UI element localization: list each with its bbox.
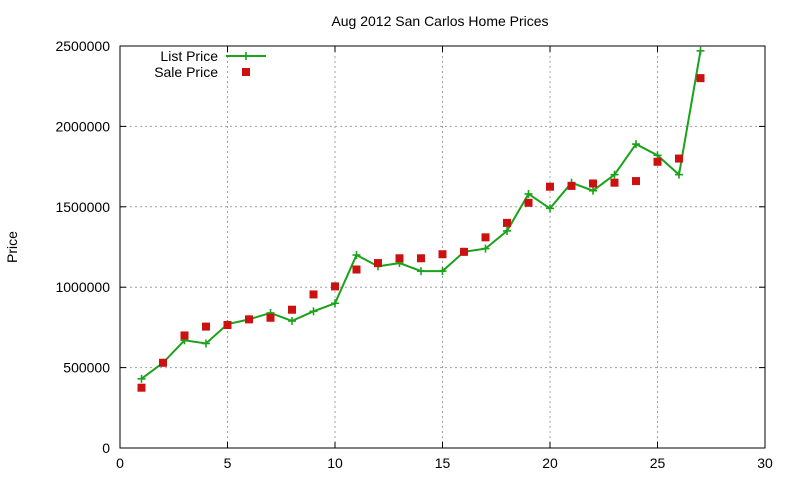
sale-price-point	[653, 157, 662, 166]
list-price-point	[632, 140, 640, 149]
list-price-point	[610, 170, 619, 179]
list-price-point	[481, 244, 490, 253]
sale-price-point	[266, 313, 275, 322]
y-tick-label: 1000000	[55, 279, 110, 295]
sale-price-point	[524, 198, 533, 207]
sale-price-point	[696, 74, 705, 83]
chart-title: Aug 2012 San Carlos Home Prices	[331, 13, 548, 29]
sale-price-point	[159, 358, 167, 367]
y-tick-label: 0	[102, 440, 110, 456]
sale-price-point	[675, 154, 683, 163]
x-tick-label: 30	[757, 455, 773, 471]
series-layer	[137, 46, 705, 392]
sale-price-point	[202, 322, 210, 331]
sale-price-point	[546, 182, 554, 191]
grid-lines	[120, 46, 765, 448]
legend-label: List Price	[160, 48, 218, 64]
sale-price-point	[223, 320, 232, 329]
sale-price-point	[417, 254, 425, 263]
sale-price-point	[632, 177, 640, 186]
plot-frame	[119, 45, 766, 449]
y-axis-label: Price	[4, 231, 20, 263]
sale-price-point	[288, 305, 296, 314]
sale-price-point	[180, 331, 189, 340]
sale-price-point	[245, 315, 253, 324]
list-price-point	[417, 267, 425, 276]
sale-price-point	[374, 259, 382, 268]
list-price-point	[331, 299, 339, 308]
series-list-price	[137, 46, 705, 383]
list-price-point	[137, 374, 146, 383]
sale-price-point	[503, 218, 511, 227]
legend-swatch-marker	[242, 68, 250, 76]
sale-price-point	[331, 282, 339, 291]
sale-price-point	[481, 233, 490, 242]
x-tick-label: 25	[650, 455, 666, 471]
y-tick-label: 2000000	[55, 118, 110, 134]
y-tick-label: 1500000	[55, 199, 110, 215]
x-tick-label: 0	[116, 455, 124, 471]
sale-price-point	[137, 383, 146, 392]
list-price-point	[202, 339, 210, 348]
sale-price-point	[460, 247, 468, 256]
tick-labels: 0 5 10 15 20 25 30 0 500000 1000000 1500000 2000000…	[55, 38, 773, 471]
list-price-line	[140, 50, 702, 380]
list-price-point	[524, 189, 533, 198]
legend-label: Sale Price	[154, 64, 218, 80]
x-tick-label: 5	[224, 455, 232, 471]
list-price-point	[438, 267, 447, 276]
list-price-point	[309, 307, 318, 316]
sale-price-point	[438, 250, 447, 259]
list-price-point	[696, 46, 705, 55]
list-price-point	[503, 226, 511, 235]
sale-price-point	[567, 181, 576, 190]
list-price-point	[546, 204, 554, 213]
sale-price-point	[309, 290, 318, 299]
sale-price-point	[610, 178, 619, 187]
list-price-point	[352, 251, 361, 260]
sale-price-point	[352, 265, 361, 274]
x-tick-label: 15	[435, 455, 451, 471]
x-tick-label: 20	[542, 455, 558, 471]
y-tick-label: 2500000	[55, 38, 110, 54]
list-price-point	[589, 186, 597, 195]
legend-swatch-marker	[242, 52, 250, 60]
sale-price-point	[589, 179, 597, 188]
x-tick-label: 10	[327, 455, 343, 471]
sale-price-point	[395, 254, 404, 263]
list-price-point	[675, 170, 683, 179]
y-tick-label: 500000	[63, 360, 110, 376]
list-price-point	[288, 316, 296, 325]
series-sale-price	[137, 74, 705, 392]
